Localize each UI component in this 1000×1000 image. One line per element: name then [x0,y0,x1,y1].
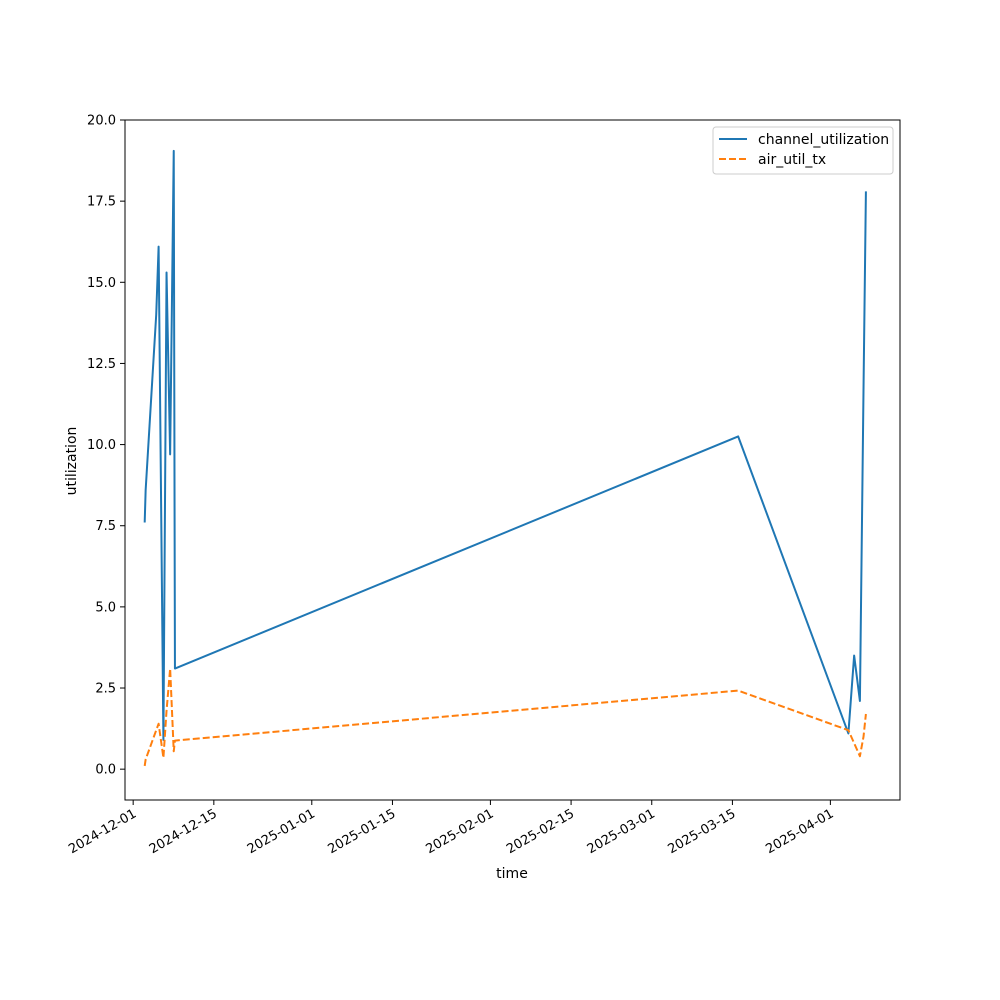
y-tick-label: 15.0 [87,276,116,291]
y-tick-label: 12.5 [87,357,116,372]
plot-frame [124,119,901,801]
y-tick-label: 0.0 [95,763,116,778]
x-axis-label: time [496,866,528,882]
legend-label: channel_utilization [758,132,889,148]
y-axis-label: utilization [64,427,80,496]
y-tick-label: 7.5 [95,519,116,534]
y-tick-label: 2.5 [95,682,116,697]
series-line-air-util-tx [143,667,867,767]
y-tick-label: 10.0 [87,438,116,453]
legend: channel_utilization air_util_tx [712,126,894,175]
y-tick-label: 5.0 [95,600,116,615]
series-layer [143,149,867,767]
y-axis: 0.0 2.5 5.0 7.5 10.0 12.5 15.0 17.5 20.0 [87,114,125,778]
legend-label: air_util_tx [758,152,826,168]
legend-box [712,126,894,175]
y-tick-label: 17.5 [87,195,116,210]
series-line-channel-utilization [143,149,867,741]
y-tick-label: 20.0 [87,114,116,129]
